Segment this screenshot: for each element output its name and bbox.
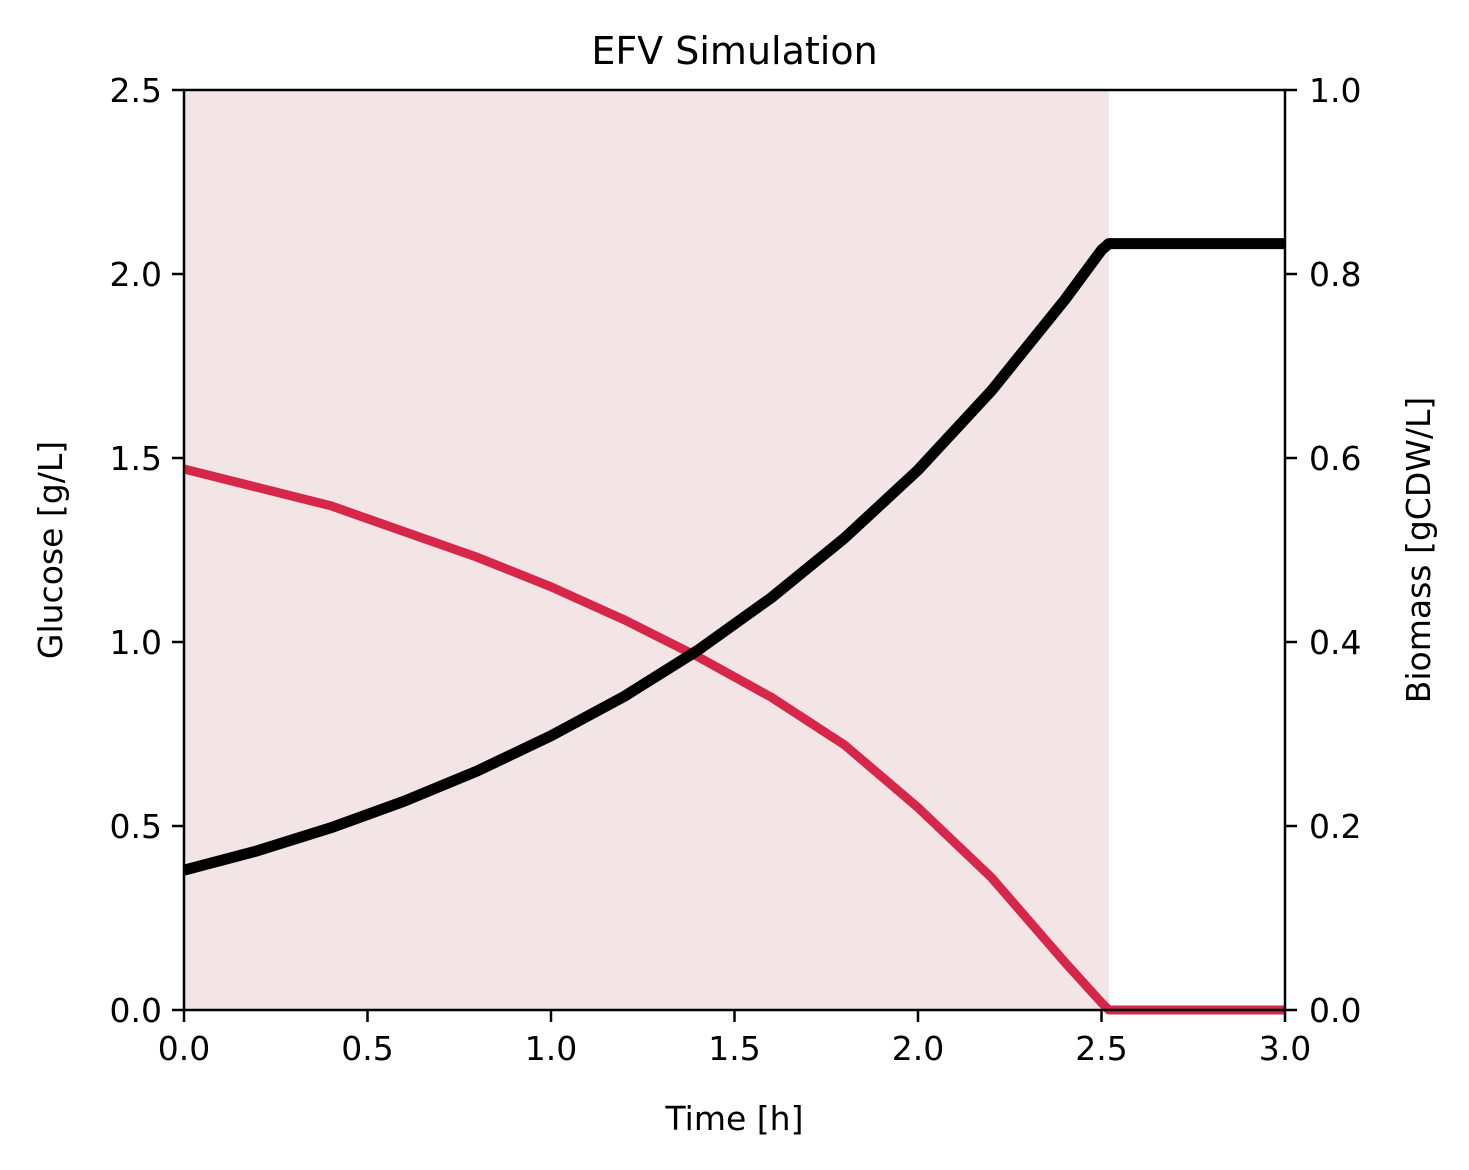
- shaded-region: [184, 90, 1109, 1010]
- right-y-tick-label: 0.6: [1309, 439, 1361, 478]
- left-y-tick-label: 0.5: [110, 807, 162, 846]
- biomass-series-line: [182, 238, 1285, 876]
- x-tick-label: 0.5: [341, 1029, 393, 1068]
- x-axis-label: Time [h]: [665, 1099, 804, 1138]
- left-y-axis-label: Glucose [g/L]: [31, 441, 70, 659]
- left-y-tick-label: 1.0: [110, 623, 162, 662]
- x-tick-label: 1.0: [525, 1029, 577, 1068]
- series-layer: [182, 238, 1285, 1015]
- left-y-axis-ticks: 0.0 0.5 1.0 1.5 2.0 2.5: [110, 71, 184, 1030]
- x-tick-label: 1.5: [708, 1029, 760, 1068]
- left-y-tick-label: 1.5: [110, 439, 162, 478]
- x-axis-ticks: 0.0 0.5 1.0 1.5 2.0 2.5 3.0: [158, 1010, 1311, 1068]
- right-y-tick-label: 0.0: [1309, 991, 1361, 1030]
- right-y-tick-label: 0.8: [1309, 255, 1361, 294]
- left-y-tick-label: 2.0: [110, 255, 162, 294]
- x-tick-label: 2.0: [892, 1029, 944, 1068]
- left-y-tick-label: 0.0: [110, 991, 162, 1030]
- right-y-tick-label: 1.0: [1309, 71, 1361, 110]
- right-y-axis-label: Biomass [gCDW/L]: [1399, 397, 1438, 704]
- right-y-axis-ticks: 0.0 0.2 0.4 0.6 0.8 1.0: [1285, 71, 1361, 1030]
- right-y-tick-label: 0.4: [1309, 623, 1361, 662]
- x-tick-label: 2.5: [1075, 1029, 1127, 1068]
- glucose-series-line: [182, 464, 1285, 1015]
- right-y-tick-label: 0.2: [1309, 807, 1361, 846]
- chart-title: EFV Simulation: [591, 29, 877, 73]
- left-y-tick-label: 2.5: [110, 71, 162, 110]
- x-tick-label: 3.0: [1259, 1029, 1311, 1068]
- x-tick-label: 0.0: [158, 1029, 210, 1068]
